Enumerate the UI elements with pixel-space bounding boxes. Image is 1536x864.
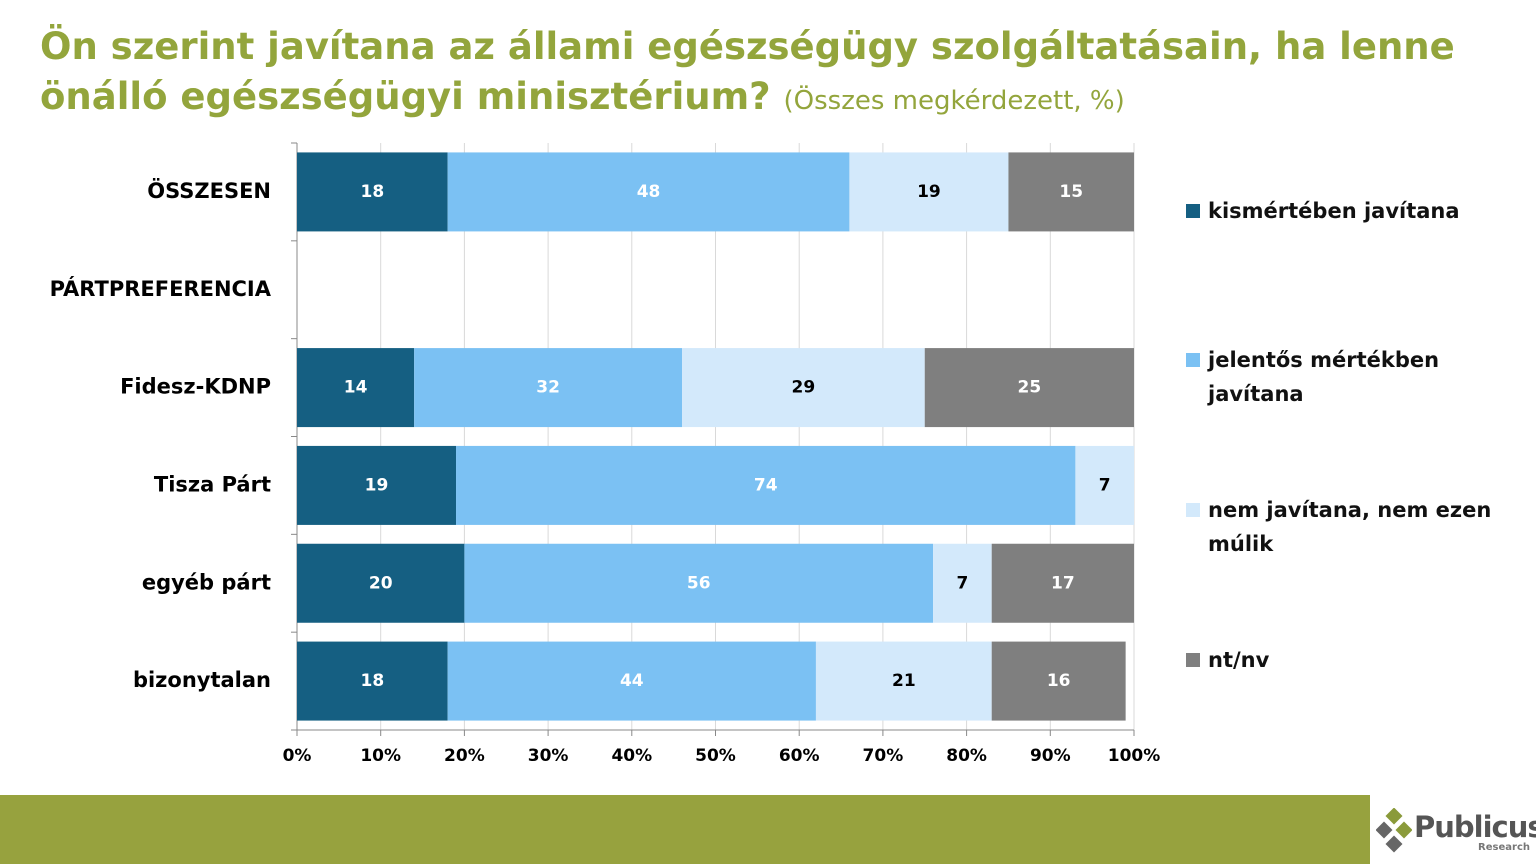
data-label: 17: [1051, 573, 1075, 593]
data-label: 19: [365, 475, 389, 495]
data-label: 14: [344, 378, 368, 398]
logo: Publicus Research: [1376, 806, 1536, 860]
data-label: 32: [536, 378, 560, 398]
data-label: 25: [1018, 378, 1042, 398]
x-tick-label: 100%: [1108, 746, 1161, 766]
bar-segment: [414, 348, 683, 428]
data-label: 15: [1059, 182, 1083, 202]
x-tick-label: 90%: [1030, 746, 1071, 766]
legend-swatch: [1186, 204, 1200, 218]
chart-subtitle: (Összes megkérdezett, %): [783, 86, 1125, 116]
chart-title: Ön szerint javítana az állami egészségüg…: [40, 25, 1455, 118]
bar-segment: [297, 543, 465, 623]
bar-segment: [464, 543, 934, 623]
bar-segment: [1008, 152, 1134, 232]
data-label: 16: [1047, 671, 1071, 691]
bar-segment: [297, 348, 415, 428]
data-label: 44: [620, 671, 644, 691]
legend-item: nem javítana, nem ezen múlik: [1186, 493, 1506, 561]
x-tick-label: 0%: [283, 746, 312, 766]
legend-swatch: [1186, 353, 1200, 367]
bar-segment: [933, 543, 992, 623]
legend-item: jelentős mértékben javítana: [1186, 343, 1506, 411]
y-tick-label: ÖSSZESEN: [147, 178, 271, 203]
data-label: 20: [369, 573, 393, 593]
y-tick-label: bizonytalan: [133, 668, 271, 692]
legend-swatch: [1186, 653, 1200, 667]
bar-segment: [297, 641, 448, 721]
y-tick-label: PÁRTPREFERENCIA: [50, 276, 272, 301]
data-label: 29: [792, 378, 816, 398]
legend-item: kismértében javítana: [1186, 194, 1506, 228]
x-tick-label: 30%: [528, 746, 569, 766]
data-label: 18: [360, 671, 384, 691]
y-tick-label: Tisza Párt: [154, 472, 271, 496]
legend-label: nt/nv: [1208, 648, 1270, 672]
footer-band: [0, 795, 1370, 864]
bar-segment: [447, 152, 850, 232]
data-label: 19: [917, 182, 941, 202]
data-label: 74: [754, 475, 778, 495]
x-tick-label: 70%: [863, 746, 904, 766]
data-label: 48: [637, 182, 661, 202]
data-label: 7: [956, 573, 968, 593]
data-label: 56: [687, 573, 711, 593]
bar-segment: [991, 543, 1134, 623]
bar-segment: [991, 641, 1126, 721]
legend-label: kismértében javítana: [1208, 199, 1460, 223]
x-tick-label: 40%: [611, 746, 652, 766]
bar-segment: [456, 445, 1076, 525]
x-tick-label: 20%: [444, 746, 485, 766]
y-tick-label: Fidesz-KDNP: [120, 375, 271, 399]
x-tick-label: 80%: [946, 746, 987, 766]
logo-icon: [1376, 808, 1412, 853]
bar-segment: [849, 152, 1009, 232]
bar-segment: [297, 152, 448, 232]
data-label: 18: [360, 182, 384, 202]
legend-swatch: [1186, 503, 1200, 517]
x-tick-label: 50%: [695, 746, 736, 766]
bar-segment: [682, 348, 925, 428]
x-tick-label: 10%: [360, 746, 401, 766]
x-tick-label: 60%: [779, 746, 820, 766]
title: Ön szerint javítana az állami egészségüg…: [40, 22, 1510, 126]
bar-segment: [924, 348, 1134, 428]
bar-segment: [447, 641, 816, 721]
legend-label: nem javítana, nem ezen múlik: [1208, 498, 1492, 556]
data-label: 21: [892, 671, 916, 691]
legend-item: nt/nv: [1186, 643, 1506, 677]
y-tick-label: egyéb párt: [142, 570, 271, 594]
bar-segment: [297, 445, 457, 525]
legend-label: jelentős mértékben javítana: [1208, 348, 1440, 406]
logo-tagline: Research: [1478, 842, 1530, 853]
logo-name: Publicus: [1414, 810, 1536, 844]
bar-segment: [1075, 445, 1134, 525]
bar-segment: [815, 641, 992, 721]
data-label: 7: [1099, 475, 1111, 495]
